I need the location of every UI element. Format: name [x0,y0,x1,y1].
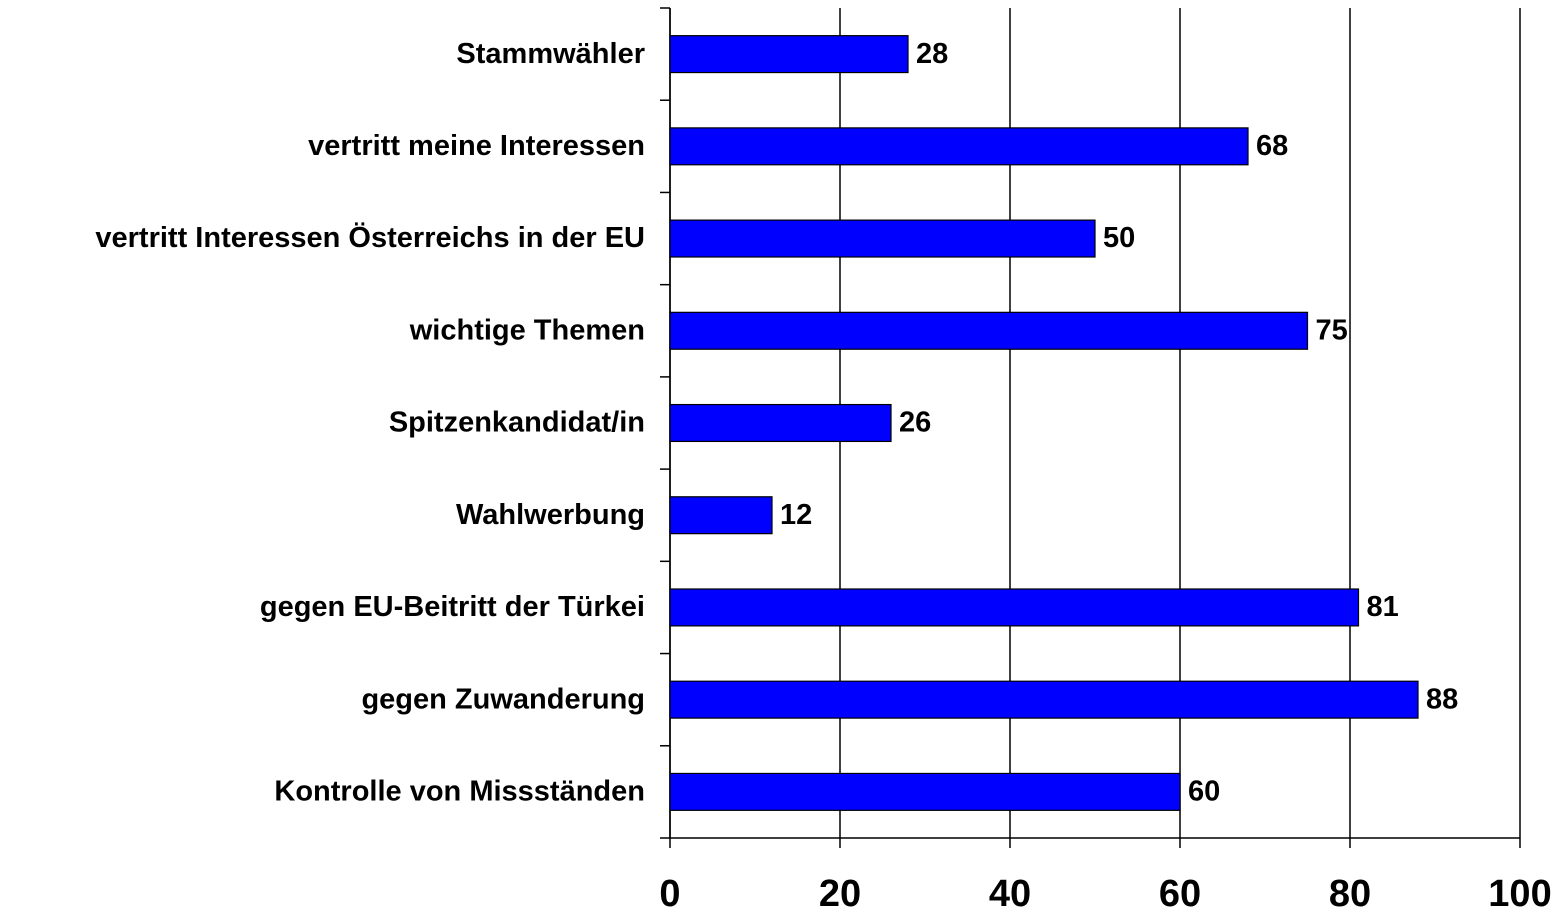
x-tick-label: 80 [1329,873,1371,915]
y-tick-label: Kontrolle von Missständen [274,776,645,808]
bar [669,219,1096,258]
x-tick-label: 0 [659,873,680,915]
bar [669,35,909,74]
x-tick-label: 60 [1159,873,1201,915]
value-label: 12 [780,499,812,531]
bar [669,680,1419,719]
value-label: 28 [916,38,948,70]
bar [669,403,892,443]
x-tick-label: 40 [989,873,1031,915]
y-tick-label: vertritt Interessen Österreichs in der E… [95,221,645,254]
x-tick-label: 100 [1488,873,1551,915]
y-tick-label: Stammwähler [456,38,645,70]
bar [669,496,773,535]
value-label: 60 [1188,776,1220,808]
bar [669,772,1181,811]
value-label: 88 [1426,683,1458,715]
bar [669,127,1249,166]
y-tick-label: wichtige Themen [409,314,645,346]
value-label: 81 [1367,591,1399,623]
y-tick-label: vertritt meine Interessen [308,130,645,162]
y-tick-label: Spitzenkandidat/in [389,407,645,439]
value-label: 50 [1103,222,1135,254]
value-label: 26 [899,407,931,439]
value-label: 75 [1316,314,1348,346]
x-tick-label: 20 [819,873,861,915]
y-tick-label: gegen EU-Beitritt der Türkei [260,591,645,623]
y-tick-label: gegen Zuwanderung [361,683,645,715]
y-tick-label: Wahlwerbung [456,499,645,531]
bar [669,311,1309,350]
value-label: 68 [1256,130,1288,162]
bar [669,588,1360,627]
